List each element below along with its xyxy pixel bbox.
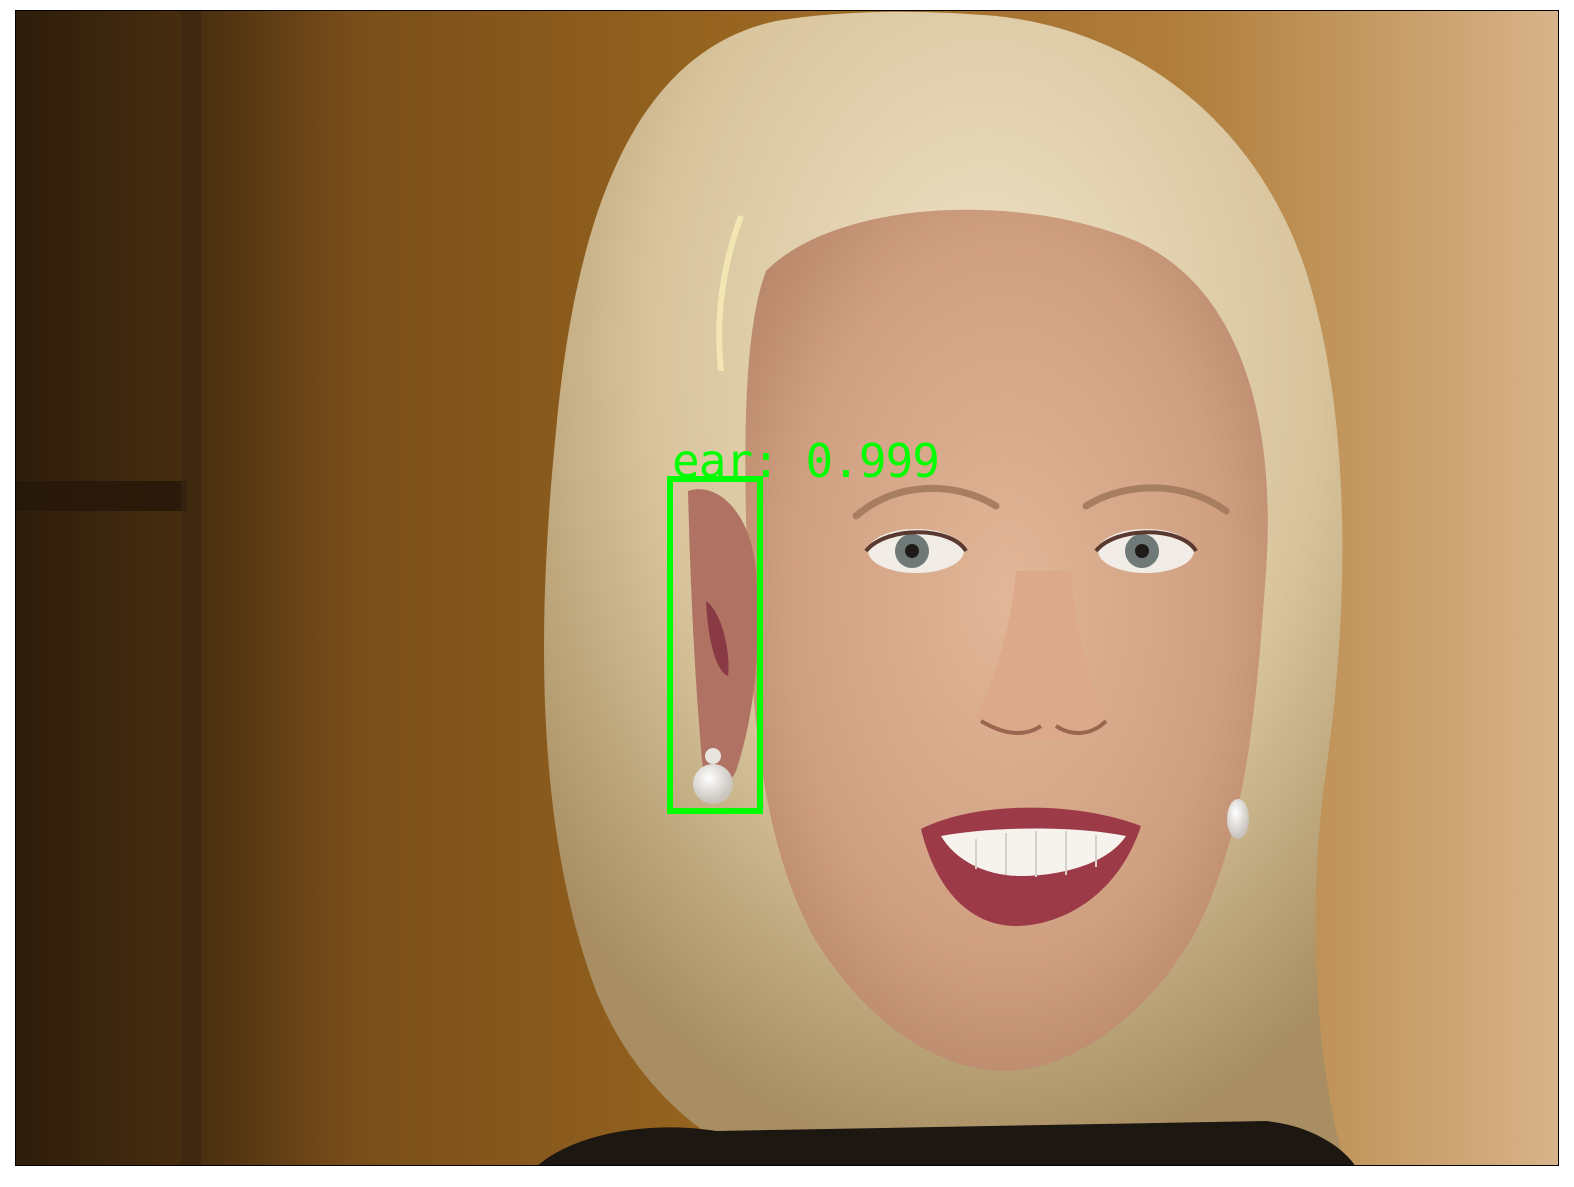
- portrait-photo: [16, 11, 1558, 1165]
- detection-label: ear: 0.999: [672, 434, 940, 488]
- detection-bounding-box: [667, 476, 763, 814]
- image-frame: ear: 0.999: [15, 10, 1559, 1166]
